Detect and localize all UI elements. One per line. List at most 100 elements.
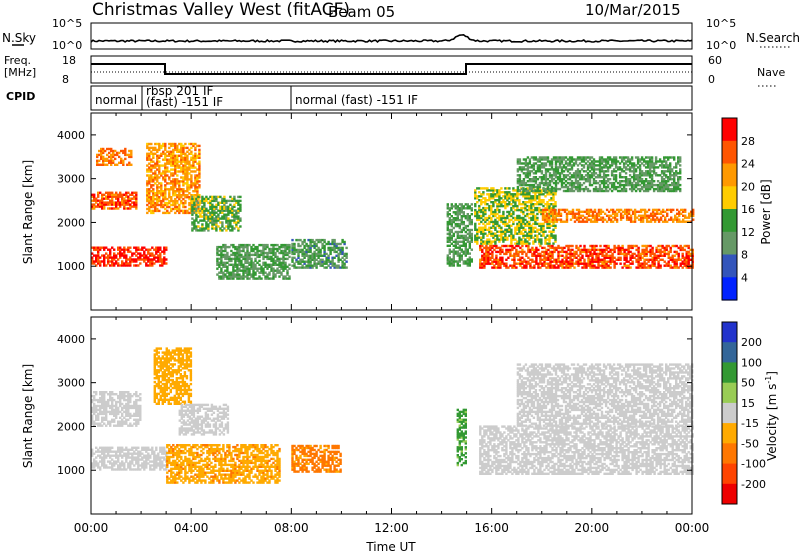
power-echo-cell xyxy=(184,200,186,202)
power-echo-cell xyxy=(152,188,154,190)
power-echo-cell xyxy=(469,252,471,254)
power-echo-cell xyxy=(190,174,192,176)
power-echo-cell xyxy=(240,275,242,277)
power-echo-cell xyxy=(160,182,162,184)
power-echo-cell xyxy=(607,245,609,247)
power-echo-cell xyxy=(288,275,290,277)
power-echo-cell xyxy=(672,209,674,211)
power-echo-cell xyxy=(609,266,611,268)
power-echo-cell xyxy=(661,259,663,261)
power-echo-cell xyxy=(682,253,684,255)
power-echo-cell xyxy=(190,151,192,153)
power-echo-cell xyxy=(121,252,123,254)
power-echo-cell xyxy=(223,196,225,198)
power-echo-cell xyxy=(601,166,603,168)
power-echo-cell xyxy=(572,209,574,211)
power-echo-cell xyxy=(345,266,347,268)
power-echo-cell xyxy=(678,253,680,255)
power-echo-cell xyxy=(240,250,242,252)
power-echo-cell xyxy=(288,256,290,258)
power-echo-cell xyxy=(180,188,182,190)
freq-tick-18: 18 xyxy=(62,54,76,67)
power-echo-cell xyxy=(239,196,241,198)
power-echo-cell xyxy=(471,219,473,221)
power-echo-cell xyxy=(508,187,510,189)
power-echo-cell xyxy=(495,255,497,257)
power-echo-cell xyxy=(500,187,502,189)
power-echo-cell xyxy=(602,211,604,213)
power-echo-cell xyxy=(619,257,621,259)
power-echo-cell xyxy=(239,204,241,206)
power-echo-region xyxy=(542,209,695,223)
power-echo-cell xyxy=(481,249,483,251)
power-echo-cell xyxy=(180,143,182,145)
nsearch-label: N.Search xyxy=(746,31,800,45)
power-echo-cell xyxy=(541,170,543,172)
power-echo-cell xyxy=(180,200,182,202)
nsky-trace xyxy=(91,35,692,42)
power-echo-cell xyxy=(480,215,482,217)
power-echo-cell xyxy=(299,249,301,251)
power-echo-cell xyxy=(288,244,290,246)
power-echo-cell xyxy=(651,247,653,249)
power-echo-cell xyxy=(524,229,526,231)
noise-panel-frame xyxy=(91,23,692,49)
noise-tick-top-left: 10^5 xyxy=(52,17,82,30)
power-echo-cell xyxy=(589,190,591,192)
power-echo-cell xyxy=(239,217,241,219)
power-echo-cell xyxy=(540,235,542,237)
power-echo-cell xyxy=(554,235,556,237)
power-echo-cell xyxy=(505,263,507,265)
power-echo-cell xyxy=(648,209,650,211)
power-echo-cell xyxy=(594,209,596,211)
power-echo-cell xyxy=(463,221,465,223)
power-echo-cell xyxy=(121,249,123,251)
power-echo-cell xyxy=(480,193,482,195)
power-echo-cell xyxy=(299,239,301,241)
beam-label: Beam 05 xyxy=(328,3,395,21)
power-echo-cell xyxy=(198,161,200,163)
power-echo-cell xyxy=(113,249,115,251)
power-echo-cell xyxy=(637,247,639,249)
power-echo-cell xyxy=(625,188,627,190)
power-echo-cell xyxy=(541,247,543,249)
power-echo-cell xyxy=(518,199,520,201)
power-echo-cell xyxy=(150,143,152,145)
power-echo-cell xyxy=(303,239,305,241)
power-echo-cell xyxy=(180,166,182,168)
power-echo-cell xyxy=(619,263,621,265)
power-echo-cell xyxy=(666,213,668,215)
power-echo-cell xyxy=(130,150,132,152)
power-echo-cell xyxy=(121,260,123,262)
power-echo-cell xyxy=(579,245,581,247)
nave-tick-60: 60 xyxy=(708,54,722,67)
power-echo-cell xyxy=(519,174,521,176)
power-echo-cell xyxy=(166,166,168,168)
power-echo-cell xyxy=(130,164,132,166)
radar-title: Christmas Valley West (fitACF) xyxy=(92,0,350,20)
power-echo-cell xyxy=(158,161,160,163)
noise-tick-bottom-left: 10^0 xyxy=(52,39,82,52)
power-echo-cell xyxy=(554,225,556,227)
power-echo-cell xyxy=(180,180,182,182)
power-echo-cell xyxy=(93,194,95,196)
power-echo-cell xyxy=(471,203,473,205)
power-echo-cell xyxy=(629,266,631,268)
power-echo-cell xyxy=(198,145,200,147)
power-echo-cell xyxy=(546,209,548,211)
power-echo-cell xyxy=(502,211,504,213)
power-echo-cell xyxy=(662,209,664,211)
power-echo-cell xyxy=(266,244,268,246)
power-echo-cell xyxy=(521,245,523,247)
power-echo-cell xyxy=(299,259,301,261)
power-echo-cell xyxy=(541,251,543,253)
power-echo-cell xyxy=(501,257,503,259)
power-echo-region xyxy=(91,247,168,267)
power-echo-cell xyxy=(343,241,345,243)
power-echo-region xyxy=(479,245,694,269)
power-echo-cell xyxy=(260,277,262,279)
power-echo-cell xyxy=(688,245,690,247)
power-echo-cell xyxy=(621,245,623,247)
power-echo-cell xyxy=(120,150,122,152)
